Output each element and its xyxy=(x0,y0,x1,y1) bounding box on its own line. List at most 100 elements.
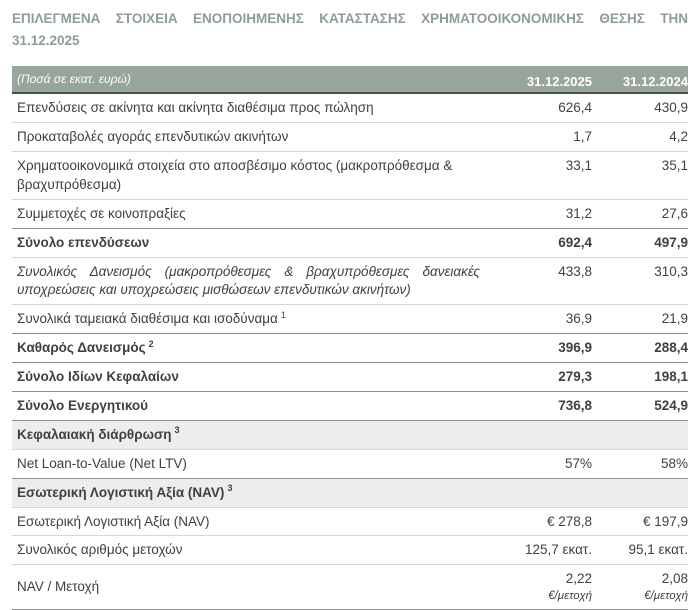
table-row: Εσωτερική Λογιστική Αξία (NAV) 3 xyxy=(12,477,688,507)
row-value-2024: 95,1 εκατ. xyxy=(592,541,688,560)
row-label: Προκαταβολές αγοράς επενδυτικών ακινήτων xyxy=(12,128,496,147)
row-label: Net Loan-to-Value (Net LTV) xyxy=(12,455,496,474)
footnote-marker: 3 xyxy=(227,483,233,494)
row-value-2025: 31,2 xyxy=(496,205,592,224)
row-label: Συνολικός Δανεισμός (μακροπρόθεσμες & βρ… xyxy=(12,263,496,301)
table-row: Καθαρός Δανεισμός 2 396,9 288,4 xyxy=(12,333,688,362)
row-value-2025: 279,3 xyxy=(496,368,592,387)
value-text: 4,2 xyxy=(669,129,688,145)
row-value-2024: 35,1 xyxy=(592,157,688,176)
row-label: Εσωτερική Λογιστική Αξία (NAV) xyxy=(12,513,496,532)
page-title: ΕΠΙΛΕΓΜΕΝΑ ΣΤΟΙΧΕΙΑ ΕΝΟΠΟΙΗΜΕΝΗΣ ΚΑΤΑΣΤΑ… xyxy=(12,11,688,48)
value-text: 33,1 xyxy=(565,157,592,173)
row-value-2024: 198,1 xyxy=(592,368,688,387)
value-text: 198,1 xyxy=(654,369,688,385)
row-label-text: Συμμετοχές σε κοινοπραξίες xyxy=(17,205,186,221)
row-label-text: Net Loan-to-Value (Net LTV) xyxy=(17,455,187,471)
row-label-text: NAV / Μετοχή xyxy=(17,579,100,595)
row-value-2025: 396,9 xyxy=(496,339,592,358)
row-value-2024: 310,3 xyxy=(592,263,688,282)
value-text: € 197,9 xyxy=(642,513,688,529)
row-value-2024: € 197,9 xyxy=(592,513,688,532)
row-value-2024: 27,6 xyxy=(592,205,688,224)
table-row: Προκαταβολές αγοράς επενδυτικών ακινήτων… xyxy=(12,122,688,151)
value-text: 433,8 xyxy=(558,263,592,279)
table-row: Σύνολο επενδύσεων 692,4 497,9 xyxy=(12,227,688,257)
row-value-2025: 33,1 xyxy=(496,157,592,176)
row-label-text: Συνολικά ταμειακά διαθέσιμα και ισοδύναμ… xyxy=(17,311,278,327)
table-row: Συμμετοχές σε κοινοπραξίες 31,2 27,6 xyxy=(12,198,688,228)
row-value-2025: 433,8 xyxy=(496,263,592,282)
row-label: Χρηματοοικονομικά στοιχεία στο αποσβέσιμ… xyxy=(12,157,496,195)
value-text: 279,3 xyxy=(558,369,592,385)
table-row: Επενδύσεις σε ακίνητα και ακίνητα διαθέσ… xyxy=(12,94,688,122)
row-label-text: Καθαρός Δανεισμός xyxy=(17,340,146,356)
value-text: 2,08 xyxy=(661,571,688,587)
table-row: Συνολικός αριθμός μετοχών 125,7 εκατ. 95,1… xyxy=(12,535,688,564)
value-text: 35,1 xyxy=(661,157,688,173)
row-label-text: Εσωτερική Λογιστική Αξία (NAV) xyxy=(17,513,210,529)
financial-position-table: (Ποσά σε εκατ. ευρώ) 31.12.2025 31.12.20… xyxy=(12,66,688,610)
units-note: (Ποσά σε εκατ. ευρώ) xyxy=(17,72,131,87)
table-row: Σύνολο Ενεργητικού 736,8 524,9 xyxy=(12,390,688,420)
row-value-2024: 430,9 xyxy=(592,99,688,118)
table-row: Συνολικός Δανεισμός (μακροπρόθεσμες & βρ… xyxy=(12,256,688,305)
row-value-2024: 2,08 €/μετοχή xyxy=(592,570,688,604)
value-text: 497,9 xyxy=(654,234,688,250)
row-value-2025: 736,8 xyxy=(496,397,592,416)
value-text: 310,3 xyxy=(654,263,688,279)
row-value-2024: 4,2 xyxy=(592,128,688,147)
row-label-text: Σύνολο Ιδίων Κεφαλαίων xyxy=(17,369,179,385)
row-label: Επενδύσεις σε ακίνητα και ακίνητα διαθέσ… xyxy=(12,99,496,118)
row-label: Σύνολο Ιδίων Κεφαλαίων xyxy=(12,368,496,387)
row-value-2024: 524,9 xyxy=(592,397,688,416)
row-value-2024: 288,4 xyxy=(592,339,688,358)
table-row: NAV / Μετοχή 2,22 €/μετοχή 2,08 €/μετοχή xyxy=(12,564,688,608)
value-text: 1,7 xyxy=(573,129,592,145)
value-text: 58% xyxy=(660,455,688,471)
row-value-2025: 1,7 xyxy=(496,128,592,147)
value-text: 27,6 xyxy=(661,205,688,221)
row-value-2025: € 278,8 xyxy=(496,513,592,532)
row-value-2025: 125,7 εκατ. xyxy=(496,541,592,560)
value-text: 736,8 xyxy=(558,397,592,413)
row-value-2024: 21,9 xyxy=(592,310,688,329)
row-label-text: Προκαταβολές αγοράς επενδυτικών ακινήτων xyxy=(17,129,289,145)
row-value-2025: 692,4 xyxy=(496,234,592,253)
value-text: 396,9 xyxy=(558,340,592,356)
value-text: 430,9 xyxy=(654,100,688,116)
footnote-marker: 2 xyxy=(148,338,154,349)
row-value-2025: 36,9 xyxy=(496,310,592,329)
row-label-text: Συνολικός αριθμός μετοχών xyxy=(17,542,183,558)
row-value-2024: 497,9 xyxy=(592,234,688,253)
row-value-2025: 2,22 €/μετοχή xyxy=(496,570,592,604)
value-text: 31,2 xyxy=(565,205,592,221)
column-header-2024: 31.12.2024 xyxy=(622,74,688,90)
row-label: NAV / Μετοχή xyxy=(12,578,496,597)
column-header-2025: 31.12.2025 xyxy=(526,74,592,90)
table-row: Εσωτερική Λογιστική Αξία (NAV) € 278,8 € 1… xyxy=(12,506,688,536)
table-row: Συνολικά ταμειακά διαθέσιμα και ισοδύναμ… xyxy=(12,304,688,333)
value-text: € 278,8 xyxy=(546,513,592,529)
row-label-text: Σύνολο Ενεργητικού xyxy=(17,397,149,413)
row-label-text: Χρηματοοικονομικά στοιχεία στο αποσβέσιμ… xyxy=(17,157,453,192)
value-text: 524,9 xyxy=(654,397,688,413)
value-text: 95,1 εκατ. xyxy=(628,542,688,558)
row-label: Καθαρός Δανεισμός 2 xyxy=(12,339,496,358)
row-value-2025: 57% xyxy=(496,455,592,474)
row-label: Σύνολο Ενεργητικού xyxy=(12,397,496,416)
value-text: 626,4 xyxy=(558,100,592,116)
row-label-text: Συνολικός Δανεισμός (μακροπρόθεσμες & βρ… xyxy=(17,263,480,298)
row-value-2024: 58% xyxy=(592,455,688,474)
row-label: Συμμετοχές σε κοινοπραξίες xyxy=(12,205,496,224)
value-unit: €/μετοχή xyxy=(548,590,592,603)
row-label-text: Επενδύσεις σε ακίνητα και ακίνητα διαθέσ… xyxy=(17,100,374,116)
row-label: Κεφαλαιακή διάρθρωση 3 xyxy=(12,426,496,445)
table-header-row: (Ποσά σε εκατ. ευρώ) 31.12.2025 31.12.20… xyxy=(12,66,688,95)
row-label-text: Κεφαλαιακή διάρθρωση xyxy=(17,426,172,442)
row-label: Σύνολο επενδύσεων xyxy=(12,234,496,253)
row-label: Συνολικά ταμειακά διαθέσιμα και ισοδύναμ… xyxy=(12,310,496,329)
footnote-marker: 3 xyxy=(174,425,180,436)
value-text: 36,9 xyxy=(565,311,592,327)
